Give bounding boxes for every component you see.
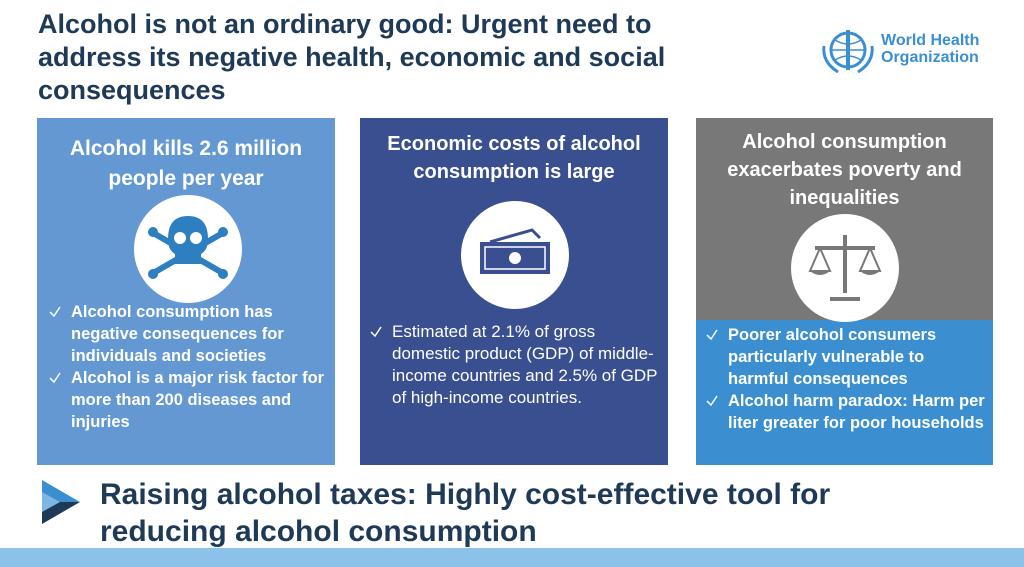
check xyxy=(706,329,718,341)
panel: Alcohol consumption exacerbates poverty … xyxy=(696,118,993,465)
bullet: Estimated at 2.1% of gross domestic prod… xyxy=(370,321,660,409)
bullet-text: Alcohol is a major risk factor for more … xyxy=(71,369,325,431)
chevron-icon xyxy=(42,480,80,524)
bullet: Alcohol harm paradox: Harm per liter gre… xyxy=(706,390,985,434)
footer-text: Raising alcohol taxes: Highly cost-effec… xyxy=(100,478,831,548)
money-icon xyxy=(461,201,569,309)
panel-title: Alcohol kills 2.6 million people per yea… xyxy=(69,137,303,190)
bullet-text: Poorer alcohol consumers particularly vu… xyxy=(728,326,937,388)
who-logo xyxy=(822,30,874,74)
bullet: Alcohol consumption has negative consequ… xyxy=(49,301,327,367)
bullet-text: Alcohol consumption has negative consequ… xyxy=(71,303,284,365)
scale-icon xyxy=(791,214,899,322)
check xyxy=(49,306,61,318)
logo-line: World Health xyxy=(881,32,980,49)
bullet: Poorer alcohol consumers particularly vu… xyxy=(706,324,985,390)
bullet-list: Poorer alcohol consumers particularly vu… xyxy=(706,324,985,434)
slide-title: Alcohol is not an ordinary good: Urgent … xyxy=(38,9,666,105)
logo-text: World Health Organization xyxy=(881,32,979,66)
check xyxy=(49,372,61,384)
check xyxy=(706,395,718,407)
check xyxy=(370,326,382,338)
logo-line: Organization xyxy=(881,49,979,66)
skull-icon xyxy=(134,195,242,303)
panel: Economic costs of alcohol consumption is… xyxy=(360,118,668,465)
panel-title: Alcohol consumption exacerbates poverty … xyxy=(727,131,962,209)
panel-title: Economic costs of alcohol consumption is… xyxy=(387,133,641,183)
bullet-list: Estimated at 2.1% of gross domestic prod… xyxy=(370,321,660,409)
bottom-band xyxy=(0,548,1024,567)
bullet-text: Estimated at 2.1% of gross domestic prod… xyxy=(392,322,658,407)
bullet-text: Alcohol harm paradox: Harm per liter gre… xyxy=(728,392,985,432)
bullet-list: Alcohol consumption has negative consequ… xyxy=(49,301,327,433)
panel: Alcohol kills 2.6 million people per yea… xyxy=(37,118,335,465)
bullet: Alcohol is a major risk factor for more … xyxy=(49,367,327,433)
